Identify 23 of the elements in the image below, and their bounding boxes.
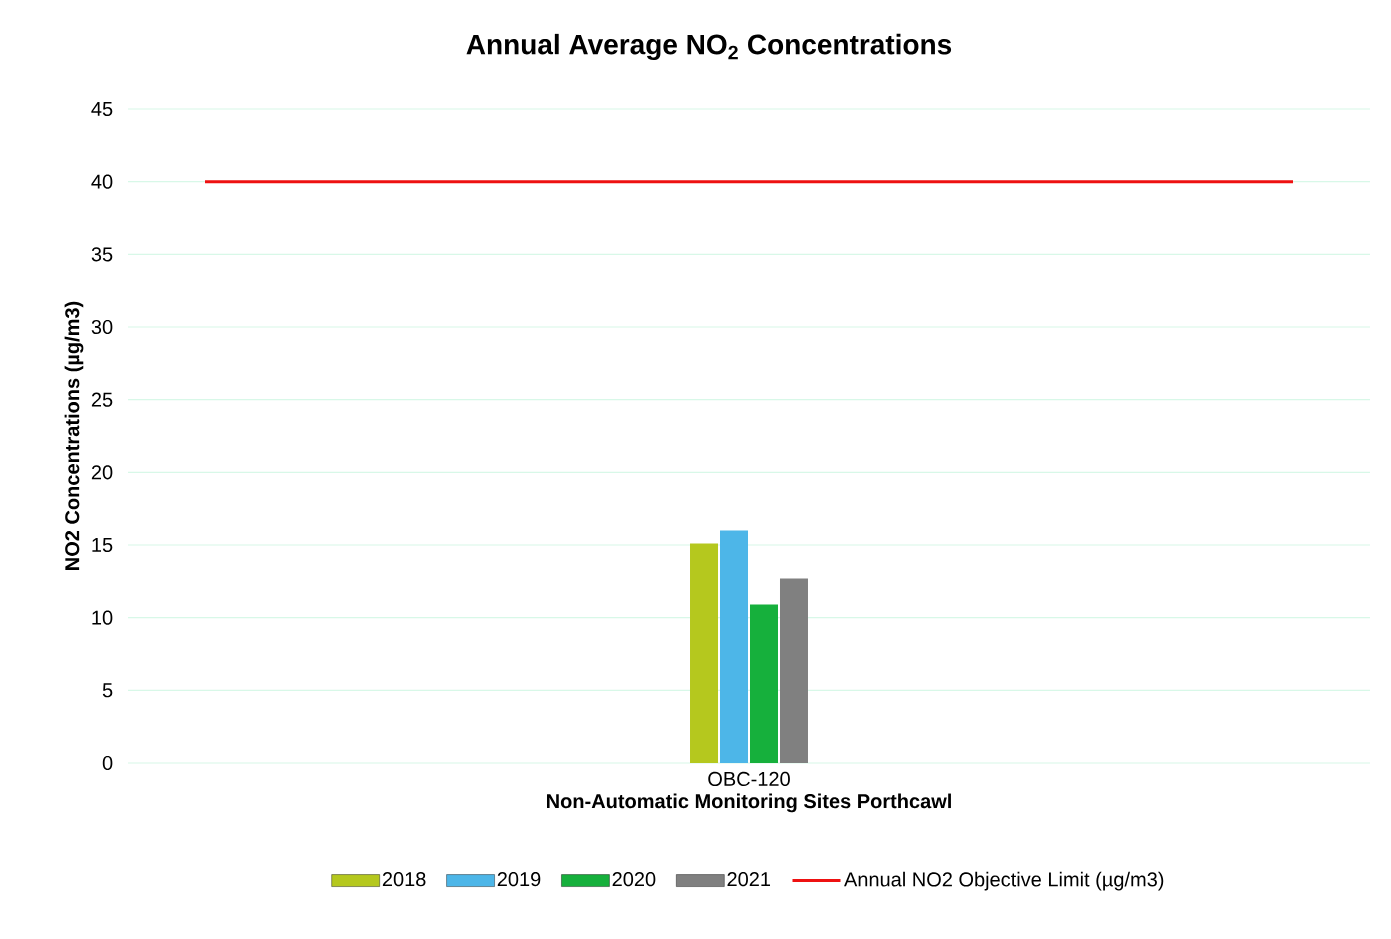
y-tick-label: 10 bbox=[92, 610, 113, 625]
y-tick-label: 40 bbox=[91, 174, 113, 189]
legend-label: 2020 bbox=[612, 872, 656, 887]
bar bbox=[750, 604, 778, 763]
legend-label: 2018 bbox=[382, 872, 426, 887]
y-tick-label: 20 bbox=[91, 465, 113, 480]
legend-label: 2019 bbox=[497, 872, 541, 887]
y-tick-label: 0 bbox=[102, 755, 113, 771]
y-tick-label: 45 bbox=[91, 102, 113, 116]
x-tick-label: OBC-120 bbox=[708, 771, 790, 787]
y-axis-title: NO2 Concentrations (µg/m3) bbox=[64, 301, 84, 570]
bar bbox=[779, 578, 808, 763]
x-axis-title: Non-Automatic Monitoring Sites Porthcawl bbox=[547, 793, 951, 813]
bar bbox=[690, 543, 719, 763]
chart-title: Annual Average NO$_{2}$ Concentrations bbox=[466, 33, 952, 61]
y-tick-label: 35 bbox=[91, 247, 113, 262]
y-tick-label: 5 bbox=[102, 683, 113, 698]
y-tick-label: 30 bbox=[91, 319, 113, 335]
y-tick-label: 25 bbox=[91, 392, 113, 407]
y-tick-label: 15 bbox=[92, 538, 113, 552]
legend-label: 2021 bbox=[727, 872, 771, 887]
bar bbox=[720, 530, 748, 763]
legend-label: Annual NO2 Objective Limit (µg/m3) bbox=[844, 871, 1164, 891]
